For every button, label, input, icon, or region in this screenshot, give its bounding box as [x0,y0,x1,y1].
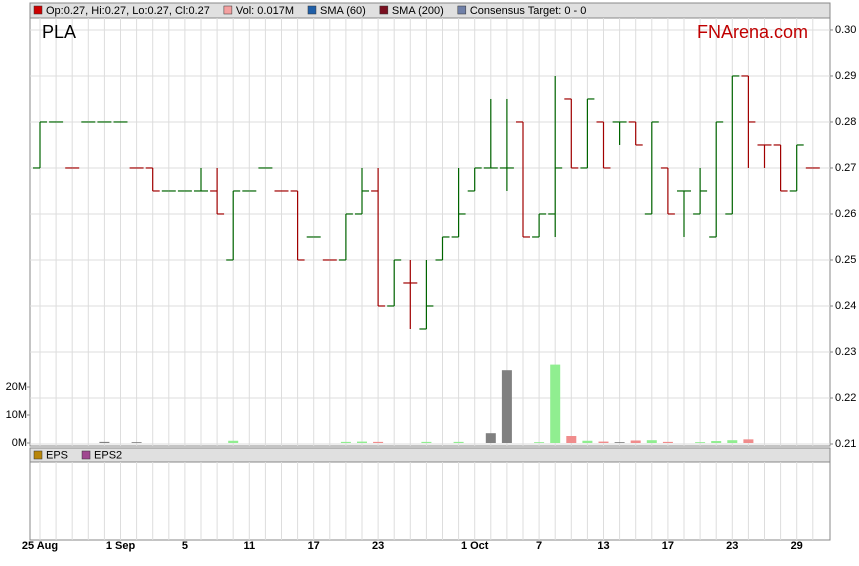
volume-bar [711,441,722,443]
x-tick-label: 17 [662,540,674,552]
legend-label: Consensus Target: 0 - 0 [470,5,587,17]
y-tick-label: 0.21 [835,438,856,450]
price-panel [29,17,831,447]
volume-bar [357,441,367,443]
x-tick-label: 1 Sep [106,540,136,552]
x-tick-label: 1 Oct [461,540,489,552]
legend-swatch [33,5,43,15]
x-tick-label: 23 [726,540,738,552]
y-tick-label: 0.24 [835,300,856,312]
volume-bar [550,364,561,443]
x-tick-label: 7 [536,540,542,552]
y-tick-label: 0.26 [835,208,856,220]
y-tick-label: 0.22 [835,392,856,404]
legend-swatch [307,5,317,15]
marks [33,75,820,443]
y-tick-label: 0.29 [835,70,856,82]
volume-bar [421,441,432,443]
volume-bar [630,440,641,443]
legend-label: EPS [46,449,68,461]
volume-bar [534,442,545,443]
legend-label: Vol: 0.017M [236,5,294,17]
y-tick-label: 0.25 [835,254,856,266]
volume-bar [340,441,351,443]
eps-panel [29,461,831,541]
volume-bar [566,436,577,443]
volume-bar [614,442,625,443]
x-tick-label: 23 [372,540,384,552]
legend-label: EPS2 [94,449,122,461]
y-tick-label: 0.23 [835,346,856,358]
volume-bar [131,442,142,443]
legend-swatch [457,5,467,15]
volume-bar [646,440,657,443]
x-tick-label: 11 [243,540,255,552]
volume-bar [662,441,673,443]
y-tick-label: 0.27 [835,162,856,174]
volume-bar [485,433,496,443]
legend-swatch [81,450,91,460]
volume-bar [582,440,593,443]
volume-bar [373,441,384,443]
x-tick-label: 29 [791,540,803,552]
volume-bar [727,440,738,443]
y-tick-label: 0.30 [835,24,856,36]
y-tick-label: 0.28 [835,116,856,128]
legend-swatch [379,5,389,15]
legend-label: Op:0.27, Hi:0.27, Lo:0.27, Cl:0.27 [46,5,210,17]
volume-bar [598,441,609,443]
x-tick-label: 13 [597,540,609,552]
x-tick-label: 5 [182,540,188,552]
volume-bar [453,441,464,443]
legend-label: SMA (60) [320,5,366,17]
volume-tick-label: 20M [6,381,27,393]
lower-legend-bar [29,447,831,463]
volume-bar [228,440,239,443]
legend-label: SMA (200) [392,5,444,17]
volume-bar [695,442,706,443]
legend-swatch [33,450,43,460]
volume-bar [743,439,754,443]
x-tick-label: 17 [308,540,320,552]
volume-tick-label: 0M [12,437,27,449]
brand: FNArena.com [697,22,808,42]
volume-bar [99,441,110,443]
volume-tick-label: 10M [6,409,27,421]
x-tick-label: 25 Aug [22,540,58,552]
volume-bar [501,370,512,443]
legend-swatch [223,5,233,15]
symbol: PLA [42,22,76,42]
